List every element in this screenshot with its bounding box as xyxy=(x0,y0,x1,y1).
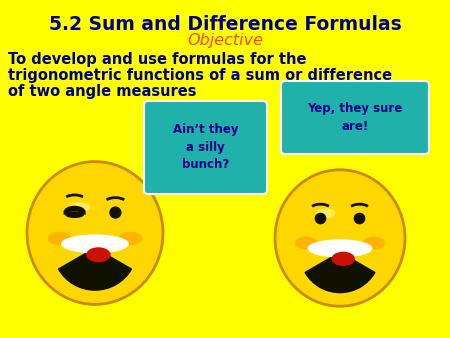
Ellipse shape xyxy=(86,247,111,262)
Ellipse shape xyxy=(315,213,326,224)
Ellipse shape xyxy=(109,207,122,219)
Text: Yep, they sure
are!: Yep, they sure are! xyxy=(307,102,403,133)
Ellipse shape xyxy=(27,162,163,305)
Ellipse shape xyxy=(295,237,318,250)
Ellipse shape xyxy=(48,232,72,245)
FancyBboxPatch shape xyxy=(144,101,267,194)
Ellipse shape xyxy=(65,211,84,218)
Ellipse shape xyxy=(307,239,373,258)
Polygon shape xyxy=(162,189,200,191)
Text: Objective: Objective xyxy=(187,33,263,48)
Text: Ain’t they
a silly
bunch?: Ain’t they a silly bunch? xyxy=(173,123,238,171)
Ellipse shape xyxy=(316,209,335,218)
Ellipse shape xyxy=(332,252,355,266)
Ellipse shape xyxy=(70,202,90,212)
Ellipse shape xyxy=(362,237,385,250)
Ellipse shape xyxy=(275,170,405,306)
Wedge shape xyxy=(305,252,375,293)
Text: To develop and use formulas for the: To develop and use formulas for the xyxy=(8,52,306,67)
Polygon shape xyxy=(320,149,348,152)
Wedge shape xyxy=(58,248,131,290)
Ellipse shape xyxy=(354,213,365,224)
Ellipse shape xyxy=(118,232,142,245)
FancyBboxPatch shape xyxy=(281,81,429,154)
Ellipse shape xyxy=(61,234,129,254)
Text: of two angle measures: of two angle measures xyxy=(8,84,197,99)
Text: 5.2 Sum and Difference Formulas: 5.2 Sum and Difference Formulas xyxy=(49,15,401,34)
Text: trigonometric functions of a sum or difference: trigonometric functions of a sum or diff… xyxy=(8,68,392,83)
